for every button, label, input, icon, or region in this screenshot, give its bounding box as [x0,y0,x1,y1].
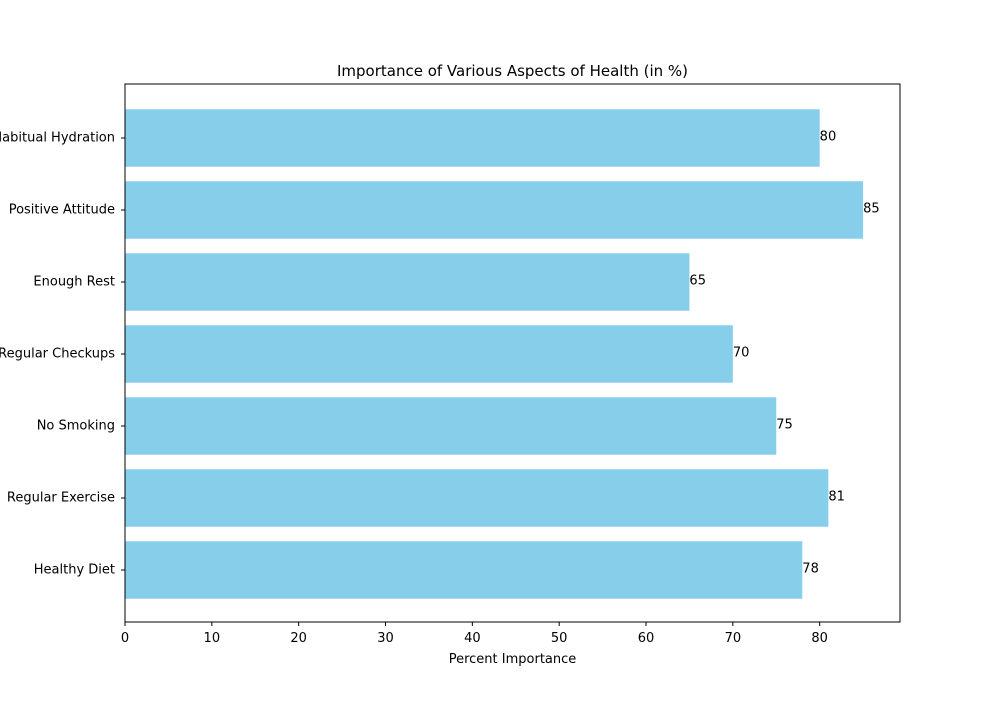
chart-title: Importance of Various Aspects of Health … [337,62,688,80]
x-tick-label: 30 [377,631,394,646]
bar [125,469,829,527]
bar [125,181,864,239]
x-tick-label: 0 [121,631,129,646]
bar [125,109,820,167]
y-tick-label: Positive Attitude [9,203,115,218]
plot-frame [124,83,901,623]
x-tick-label: 60 [638,631,655,646]
data-label: 75 [776,418,793,433]
y-axis-ticks: Healthy Diet Regular Exercise No Smoking Re… [0,131,125,578]
x-tick-label: 80 [811,631,828,646]
bar [125,397,777,455]
bar [125,541,803,599]
x-tick-label: 20 [290,631,307,646]
bar [125,253,690,311]
data-labels-layer: 78 81 75 70 65 85 80 [689,130,879,577]
x-tick-label: 10 [204,631,221,646]
x-axis-label: Percent Importance [449,652,577,667]
data-label: 85 [863,202,880,217]
y-tick-label: Habitual Hydration [0,131,115,146]
y-tick-label: Regular Checkups [0,347,115,362]
bars-layer [125,109,864,599]
bar [125,325,733,383]
data-label: 70 [733,346,750,361]
data-label: 81 [828,490,845,505]
y-tick-label: Healthy Diet [34,563,115,578]
data-label: 78 [802,562,819,577]
x-axis-ticks: 0 10 20 30 40 50 60 70 80 [121,622,828,646]
data-label: 80 [820,130,837,145]
data-label: 65 [689,274,706,289]
x-tick-label: 40 [464,631,481,646]
y-tick-label: No Smoking [37,419,115,434]
y-tick-label: Regular Exercise [7,491,115,506]
y-tick-label: Enough Rest [33,275,115,290]
x-tick-label: 50 [551,631,568,646]
x-tick-label: 70 [725,631,742,646]
